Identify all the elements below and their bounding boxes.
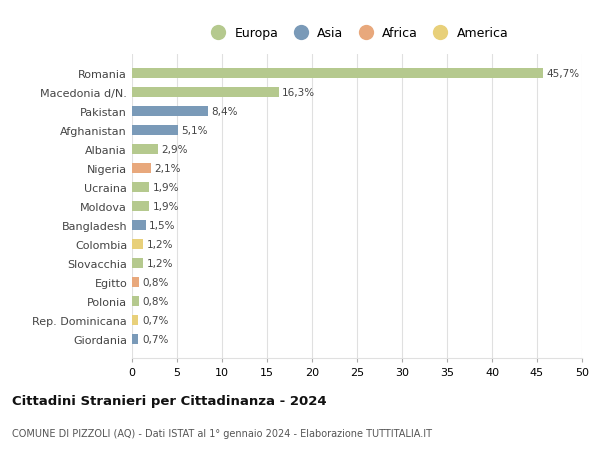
Bar [132,296,139,307]
Text: 1,2%: 1,2% [146,240,173,249]
Text: 45,7%: 45,7% [547,69,580,79]
Text: 5,1%: 5,1% [182,126,208,136]
Text: 16,3%: 16,3% [282,88,316,98]
Bar [132,334,139,344]
Text: 0,8%: 0,8% [143,296,169,306]
Bar [132,145,158,155]
Text: 2,1%: 2,1% [155,164,181,174]
Bar [132,202,149,212]
Bar [132,126,178,136]
Bar [132,258,143,269]
Text: 0,8%: 0,8% [143,277,169,287]
Text: 1,9%: 1,9% [152,183,179,193]
Bar [132,69,544,79]
Text: 8,4%: 8,4% [211,107,238,117]
Text: 1,9%: 1,9% [152,202,179,212]
Text: 1,2%: 1,2% [146,258,173,269]
Bar [132,277,139,287]
Bar [132,106,208,117]
Legend: Europa, Asia, Africa, America: Europa, Asia, Africa, America [200,22,514,45]
Bar [132,315,139,325]
Text: 1,5%: 1,5% [149,220,176,230]
Bar [132,163,151,174]
Bar [132,88,279,98]
Bar [132,182,149,193]
Text: COMUNE DI PIZZOLI (AQ) - Dati ISTAT al 1° gennaio 2024 - Elaborazione TUTTITALIA: COMUNE DI PIZZOLI (AQ) - Dati ISTAT al 1… [12,428,432,438]
Text: 0,7%: 0,7% [142,315,168,325]
Text: 2,9%: 2,9% [162,145,188,155]
Bar [132,239,143,250]
Bar [132,220,146,231]
Text: Cittadini Stranieri per Cittadinanza - 2024: Cittadini Stranieri per Cittadinanza - 2… [12,394,326,407]
Text: 0,7%: 0,7% [142,334,168,344]
